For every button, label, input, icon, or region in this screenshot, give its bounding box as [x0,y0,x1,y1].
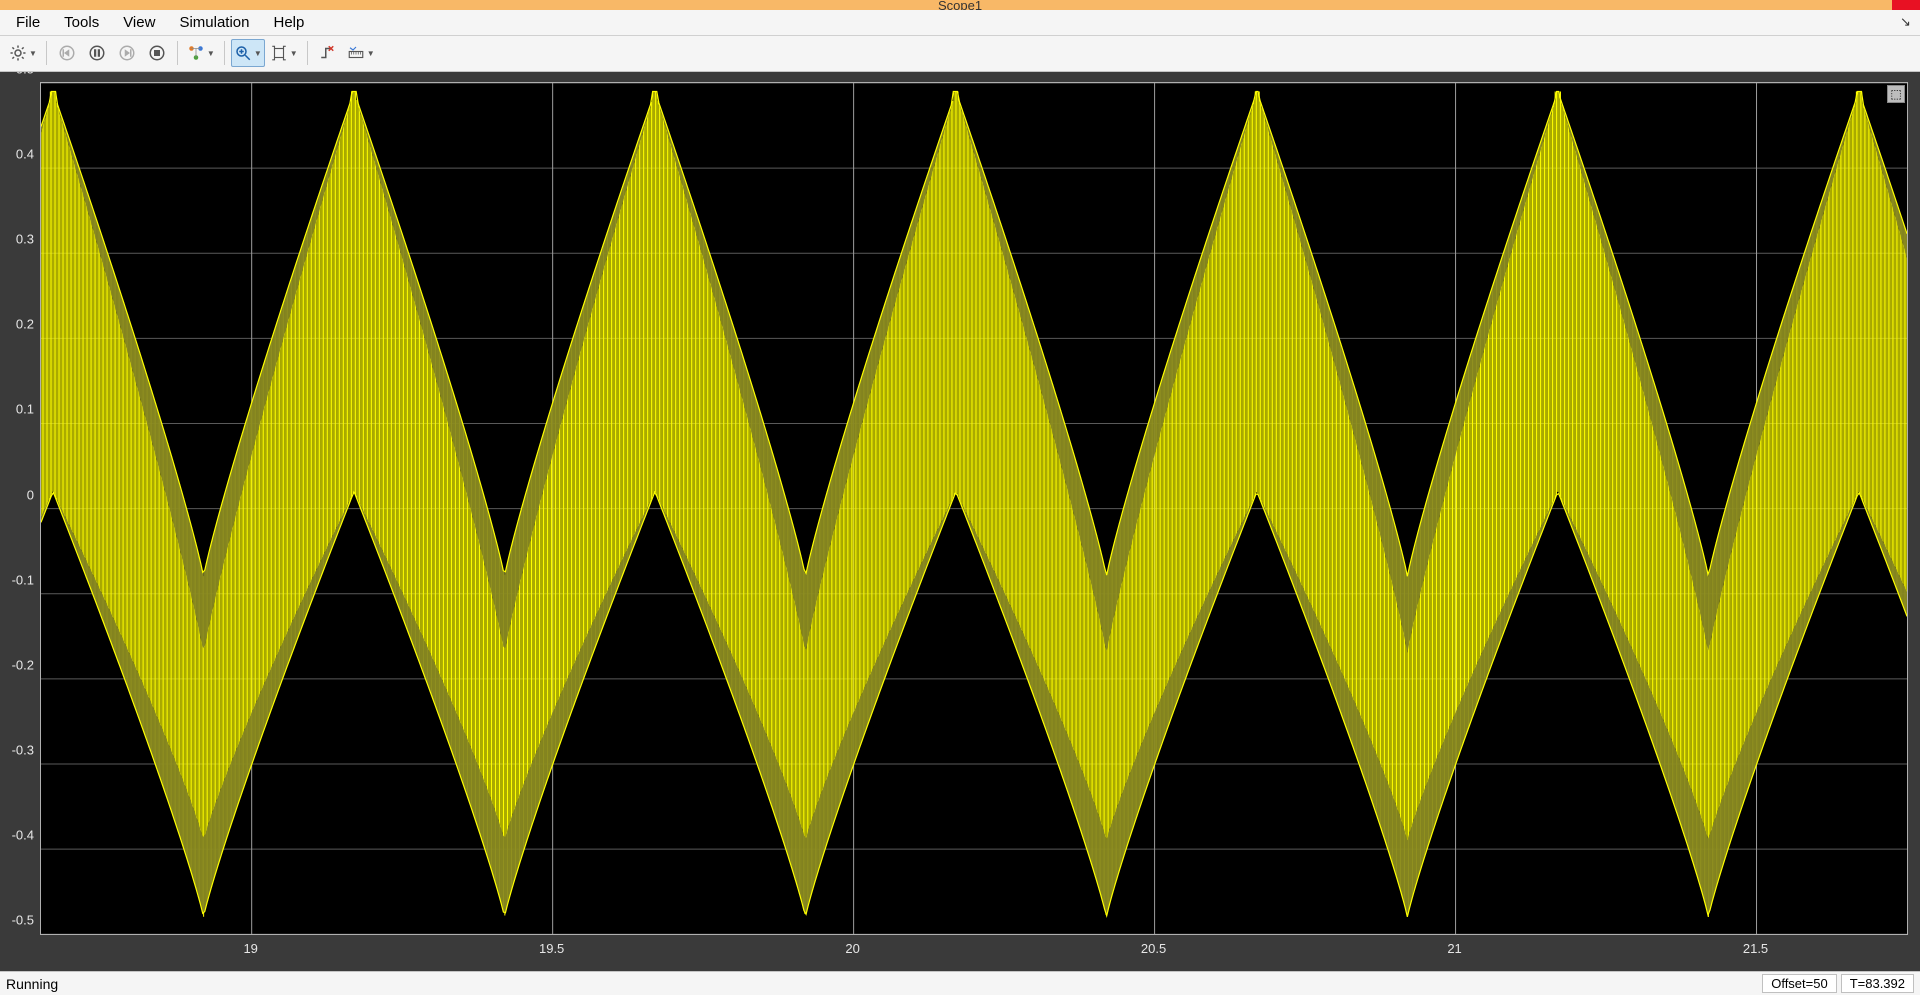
maximize-axes-icon[interactable]: ⬚ [1887,85,1905,103]
y-tick-label: -0.5 [12,913,34,928]
y-tick-label: -0.1 [12,572,34,587]
y-tick-label: 0.4 [16,147,34,162]
toolbar-separator [224,41,225,65]
toolbar-separator [46,41,47,65]
menu-file[interactable]: File [4,12,52,33]
highlight-icon [187,44,205,62]
stepback-icon [58,44,76,62]
restore-down-icon[interactable]: ↘ [1900,14,1916,30]
toolbar-separator [177,41,178,65]
dropdown-caret-icon: ▼ [207,49,215,58]
stepfwd-icon [118,44,136,62]
x-axis: 19 19.5 20 20.5 21 21.5 [40,939,1908,965]
measurements-button[interactable]: ▼ [344,39,378,67]
step-forward-button[interactable] [113,39,141,67]
y-tick-label: 0.2 [16,317,34,332]
dropdown-caret-icon: ▼ [254,49,262,58]
stop-button[interactable] [143,39,171,67]
config-button[interactable]: ▼ [6,39,40,67]
y-tick-label: -0.3 [12,742,34,757]
pause-button[interactable] [83,39,111,67]
x-tick-label: 19.5 [539,941,564,956]
y-axis: -0.5 -0.4 -0.3 -0.2 -0.1 0 0.1 0.2 0.3 0.4 0.5 [0,72,40,971]
menu-simulation[interactable]: Simulation [167,12,261,33]
menu-help[interactable]: Help [262,12,317,33]
dropdown-caret-icon: ▼ [290,49,298,58]
x-tick-label: 21.5 [1743,941,1768,956]
y-tick-label: 0.5 [16,72,34,77]
gear-icon [9,44,27,62]
triggers-icon [319,44,337,62]
menu-bar: FileToolsViewSimulationHelp ↘ [0,10,1920,36]
highlight-button[interactable]: ▼ [184,39,218,67]
sim-status-text: Running [6,976,58,992]
dropdown-caret-icon: ▼ [29,49,37,58]
offset-readout: Offset=50 [1762,974,1837,993]
scope-plot[interactable]: ⬚ [40,82,1908,935]
scope-waveform [41,83,1907,934]
menu-view[interactable]: View [111,12,167,33]
autoscale-button[interactable]: ▼ [267,39,301,67]
step-back-button[interactable] [53,39,81,67]
y-tick-label: 0 [27,487,34,502]
scope-plot-area: -0.5 -0.4 -0.3 -0.2 -0.1 0 0.1 0.2 0.3 0.4 0.5 ⬚ 1… [0,72,1920,971]
x-tick-label: 19 [243,941,257,956]
title-bar: Scope1 [0,0,1920,10]
toolbar: ▼ ▼ ▼ ▼ ▼ [0,36,1920,72]
dropdown-caret-icon: ▼ [367,49,375,58]
zoom-in-button[interactable]: ▼ [231,39,265,67]
x-tick-label: 21 [1447,941,1461,956]
measure-icon [347,44,365,62]
status-bar: Running Offset=50 T=83.392 [0,971,1920,995]
y-tick-label: 0.1 [16,402,34,417]
menu-tools[interactable]: Tools [52,12,111,33]
pause-icon [88,44,106,62]
stop-icon [148,44,166,62]
triggers-button[interactable] [314,39,342,67]
y-tick-label: -0.4 [12,827,34,842]
autoscale-icon [270,44,288,62]
x-tick-label: 20 [845,941,859,956]
zoomin-icon [234,44,252,62]
y-tick-label: 0.3 [16,232,34,247]
close-button-stub[interactable] [1892,0,1920,10]
time-readout: T=83.392 [1841,974,1914,993]
toolbar-separator [307,41,308,65]
x-tick-label: 20.5 [1141,941,1166,956]
y-tick-label: -0.2 [12,657,34,672]
